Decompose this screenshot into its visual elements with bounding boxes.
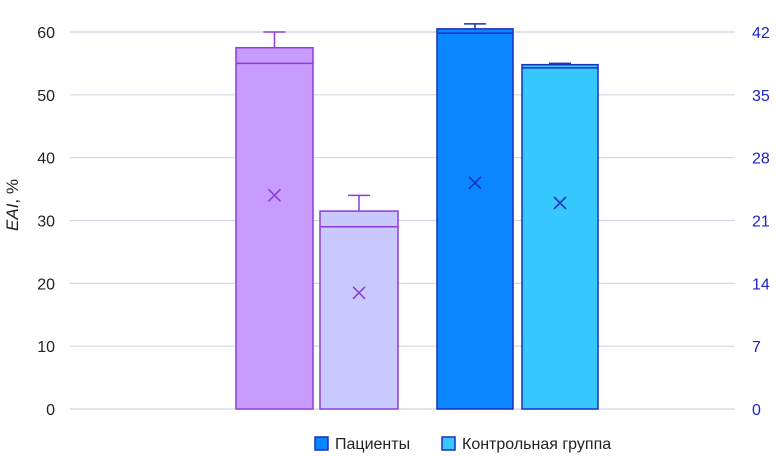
y2-tick-label: 42 (752, 25, 770, 42)
bars (235, 23, 599, 410)
right-axis-ticks: 0 7 14 21 28 35 42 (752, 25, 770, 419)
bar-box (436, 28, 514, 410)
y-axis-label-unit: , % (3, 179, 22, 204)
mean-marker (468, 176, 482, 190)
legend-label-patients: Пациенты (335, 436, 410, 453)
legend-swatch-patients (314, 436, 329, 451)
y-tick-label: 60 (37, 25, 55, 42)
legend: Пациенты Контрольная группа (314, 436, 611, 453)
y-tick-label: 50 (37, 88, 55, 105)
legend-item-control: Контрольная группа (441, 436, 611, 453)
legend-item-patients: Пациенты (314, 436, 410, 453)
y2-tick-label: 0 (752, 402, 761, 419)
gridlines (70, 31, 735, 410)
y-tick-label: 40 (37, 151, 55, 168)
y-tick-label: 0 (46, 402, 55, 419)
legend-label-control: Контрольная группа (462, 436, 611, 453)
y-axis-label: EAI, % (3, 179, 22, 231)
y2-tick-label: 14 (752, 276, 770, 293)
legend-swatch-control (441, 436, 456, 451)
y-tick-label: 10 (37, 339, 55, 356)
bar-box (319, 210, 399, 410)
y2-tick-label: 35 (752, 88, 770, 105)
left-axis-ticks: 0 10 20 30 40 50 60 (37, 25, 55, 419)
y2-tick-label: 28 (752, 151, 770, 168)
bar-box (235, 46, 314, 410)
y-tick-label: 30 (37, 214, 55, 231)
y2-tick-label: 7 (752, 339, 761, 356)
bar-left-control (319, 194, 399, 410)
bar-box (521, 63, 599, 410)
bar-right-control (521, 62, 599, 410)
bar-right-patients (436, 23, 514, 410)
y2-tick-label: 21 (752, 214, 770, 231)
mean-marker (267, 188, 282, 202)
bar-left-patients (235, 31, 314, 410)
y-axis-label-name: EAI (3, 203, 22, 231)
mean-marker (553, 196, 567, 210)
y-tick-label: 20 (37, 276, 55, 293)
mean-marker (352, 286, 366, 300)
